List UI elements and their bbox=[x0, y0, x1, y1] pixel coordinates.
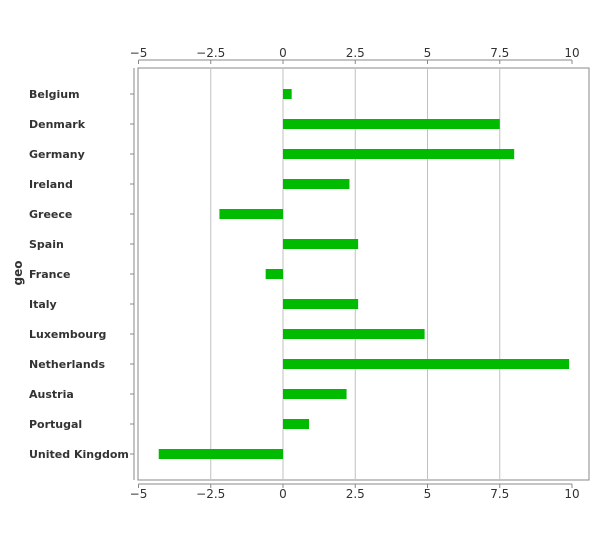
top-axis: −5 −2.5 0 2.5 5 7.5 10 bbox=[130, 46, 580, 64]
bar bbox=[283, 239, 359, 249]
category-label: Italy bbox=[29, 298, 57, 311]
category-label: Denmark bbox=[29, 118, 86, 131]
top-tick-label: 7.5 bbox=[490, 46, 509, 60]
top-tick-label: −5 bbox=[130, 46, 148, 60]
bar bbox=[283, 89, 292, 99]
top-tick-label: −2.5 bbox=[196, 46, 225, 60]
category-label: Luxembourg bbox=[29, 328, 106, 341]
top-tick-label: 2.5 bbox=[346, 46, 365, 60]
bar bbox=[283, 419, 310, 429]
bar bbox=[283, 299, 359, 309]
bar bbox=[265, 269, 283, 279]
top-tick-label: 0 bbox=[279, 46, 287, 60]
bottom-tick-label: −2.5 bbox=[196, 487, 225, 501]
bar bbox=[158, 449, 283, 459]
y-axis-title: geo bbox=[11, 261, 25, 286]
category-label: Austria bbox=[29, 388, 74, 401]
plot-frame bbox=[137, 67, 590, 481]
top-tick-label: 10 bbox=[564, 46, 579, 60]
bars bbox=[158, 89, 570, 459]
bottom-tick-label: 2.5 bbox=[346, 487, 365, 501]
bar bbox=[283, 179, 350, 189]
bar bbox=[283, 119, 500, 129]
bottom-tick-label: 10 bbox=[564, 487, 579, 501]
bottom-tick-label: 0 bbox=[279, 487, 287, 501]
category-label: Ireland bbox=[29, 178, 73, 191]
bar bbox=[283, 329, 425, 339]
category-label: Spain bbox=[29, 238, 64, 251]
bar bbox=[283, 359, 570, 369]
category-axis: Belgium Denmark Germany Ireland Greece Spain F… bbox=[29, 68, 135, 480]
top-tick-label: 5 bbox=[424, 46, 432, 60]
category-label: Germany bbox=[29, 148, 85, 161]
category-label: Netherlands bbox=[29, 358, 106, 371]
bottom-tick-label: 7.5 bbox=[490, 487, 509, 501]
bar bbox=[283, 149, 515, 159]
category-label: France bbox=[29, 268, 70, 281]
bottom-tick-label: 5 bbox=[424, 487, 432, 501]
grid-lines bbox=[210, 69, 501, 479]
bar bbox=[219, 209, 283, 219]
category-label: Belgium bbox=[29, 88, 80, 101]
category-label: United Kingdom bbox=[29, 448, 129, 461]
bar bbox=[283, 389, 347, 399]
category-label: Greece bbox=[29, 208, 72, 221]
bottom-tick-label: −5 bbox=[130, 487, 148, 501]
bottom-axis: −5 −2.5 0 2.5 5 7.5 10 bbox=[130, 483, 580, 501]
category-label: Portugal bbox=[29, 418, 82, 431]
